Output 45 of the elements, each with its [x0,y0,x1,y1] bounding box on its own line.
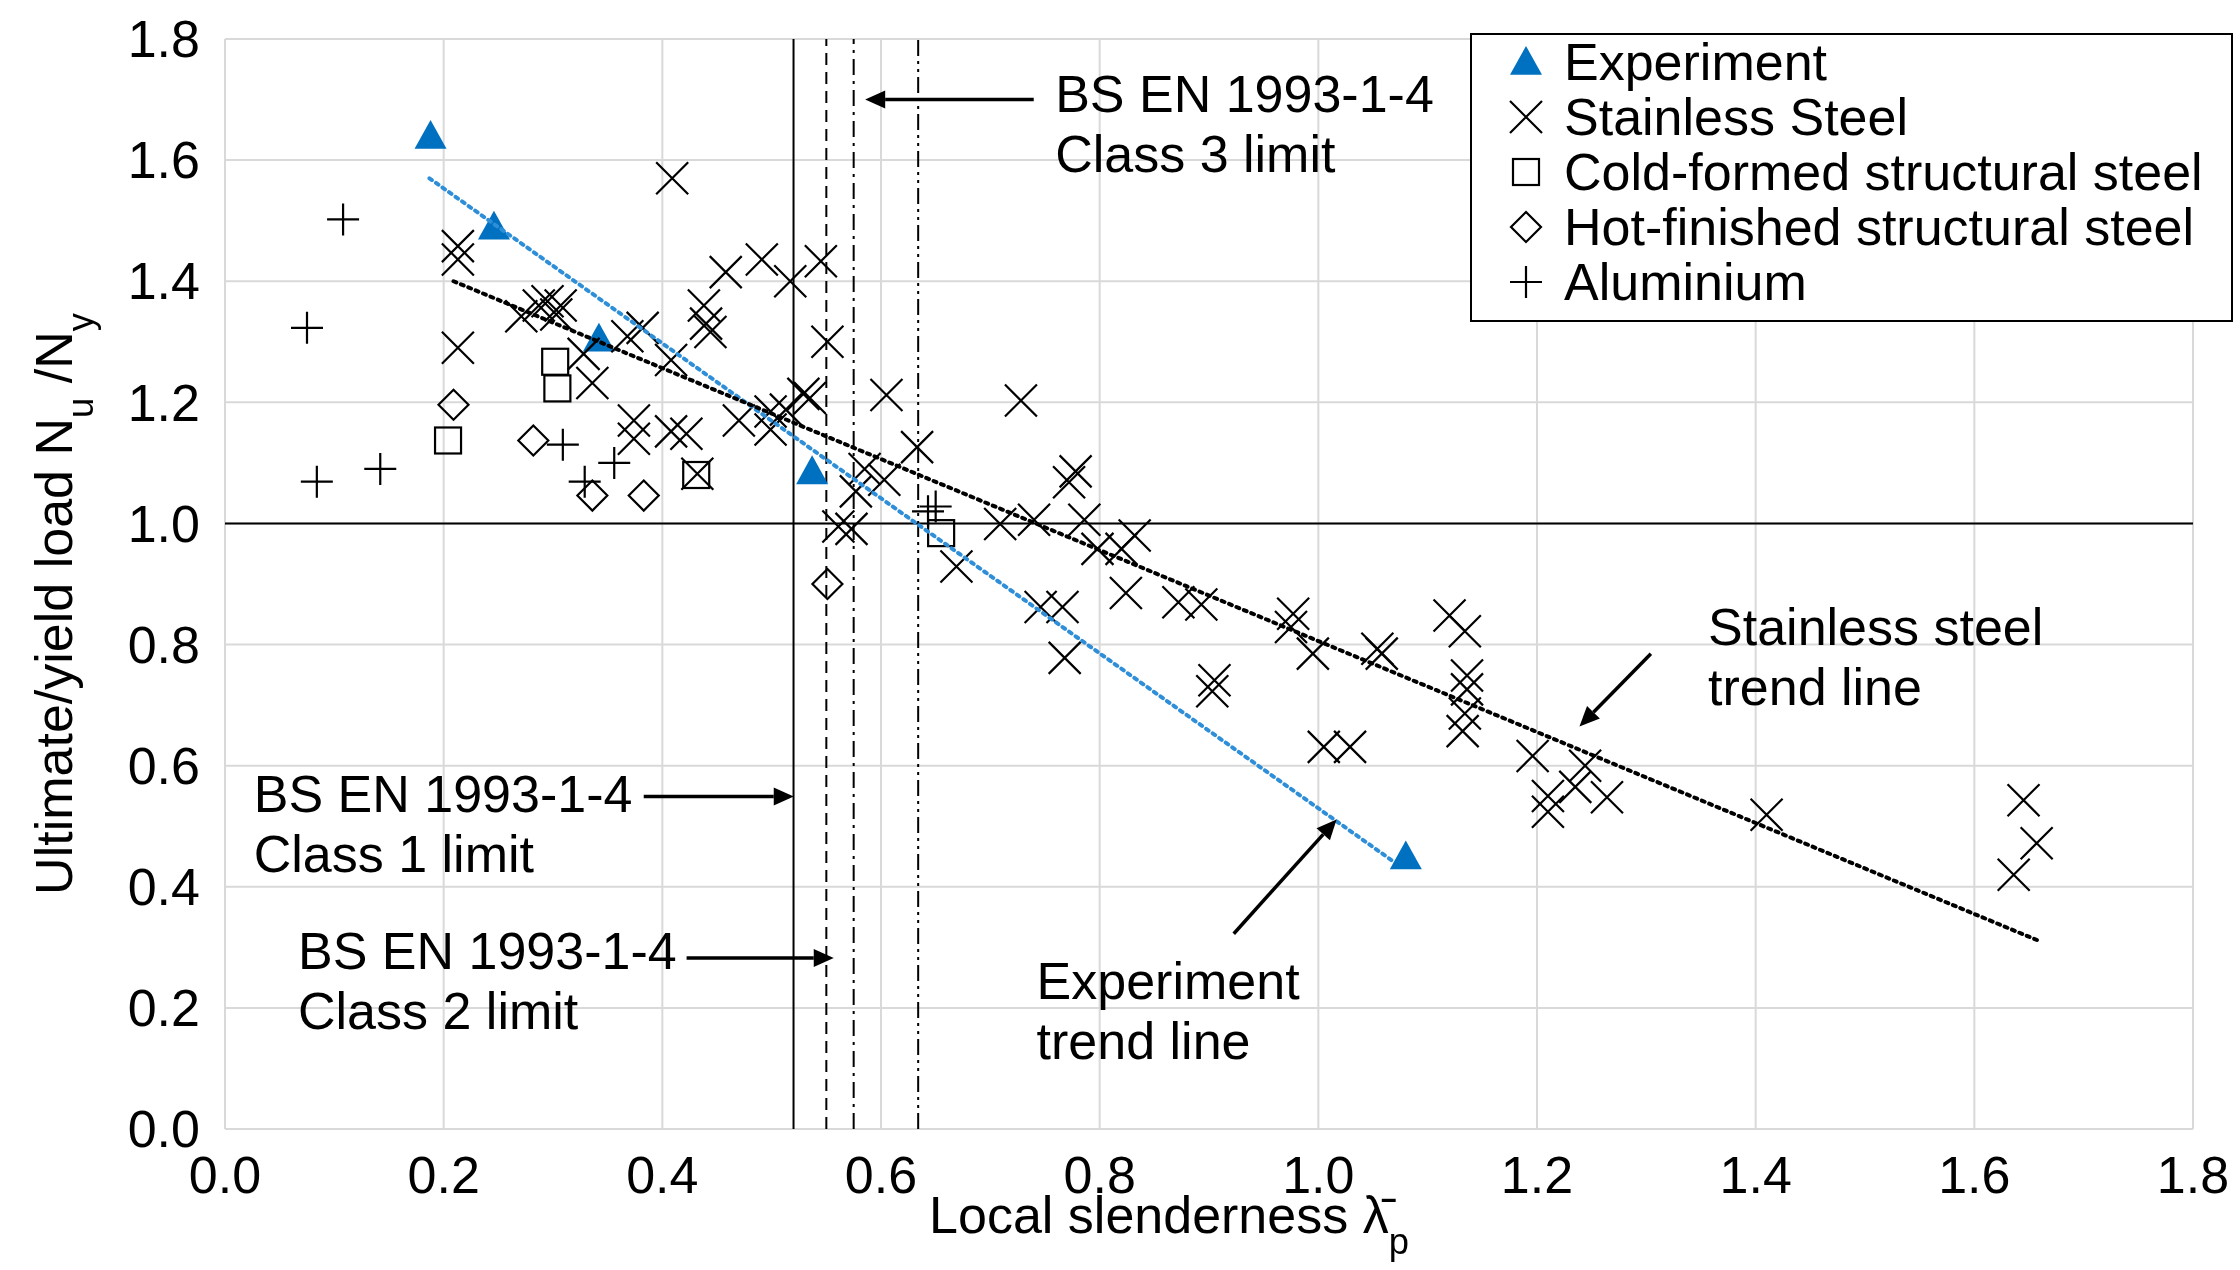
annotation: BS EN 1993-1-4 Class 2 limit [298,922,677,1040]
point [811,567,844,601]
x-tick-label: 1.8 [2156,1146,2230,1204]
point [327,203,360,236]
point [927,519,956,548]
point [517,424,550,457]
y-tick-label: 1.6 [127,131,200,190]
x-tick-label: 0.6 [844,1146,918,1204]
point [627,479,660,512]
point [598,446,631,479]
point [291,311,323,344]
point [437,388,470,421]
point [919,490,952,523]
x-tick-label: 0.4 [626,1146,699,1204]
y-tick-label: 0.2 [127,979,200,1038]
point [433,426,463,455]
point [568,465,601,498]
x-tick-label: 1.0 [1282,1146,1355,1204]
x-tick-label: 1.6 [1938,1146,2011,1204]
y-tick-label: 1.2 [127,373,200,432]
point [682,460,711,490]
annotation: Stainless steel trend line [1708,597,2044,716]
x-tick-label: 0.0 [188,1146,262,1204]
point [300,465,333,498]
point [541,347,570,376]
point [543,374,572,403]
legend-label: Experiment [1564,33,1828,92]
x-tick-label: 1.2 [1500,1146,1574,1204]
y-tick-label: 1.8 [127,10,200,69]
point [414,119,447,149]
point [546,428,579,461]
y-tick-label: 0.8 [127,615,200,674]
point [364,452,397,485]
y-tick-label: 0.4 [127,857,200,916]
annotation: Experiment trend line [1036,952,1301,1070]
x-tick-label: 0.2 [407,1146,480,1204]
point [576,479,609,512]
point [796,455,829,485]
x-tick-label: 1.4 [1719,1146,1792,1204]
y-tick-label: 1.4 [127,252,200,311]
point [1389,840,1422,870]
y-tick-label: 0.6 [127,736,200,795]
y-tick-label: 1.0 [127,494,200,553]
annotation: BS EN 1993-1-4 Class 3 limit [1055,64,1434,183]
annotation: BS EN 1993-1-4 Class 1 limit [253,764,633,883]
